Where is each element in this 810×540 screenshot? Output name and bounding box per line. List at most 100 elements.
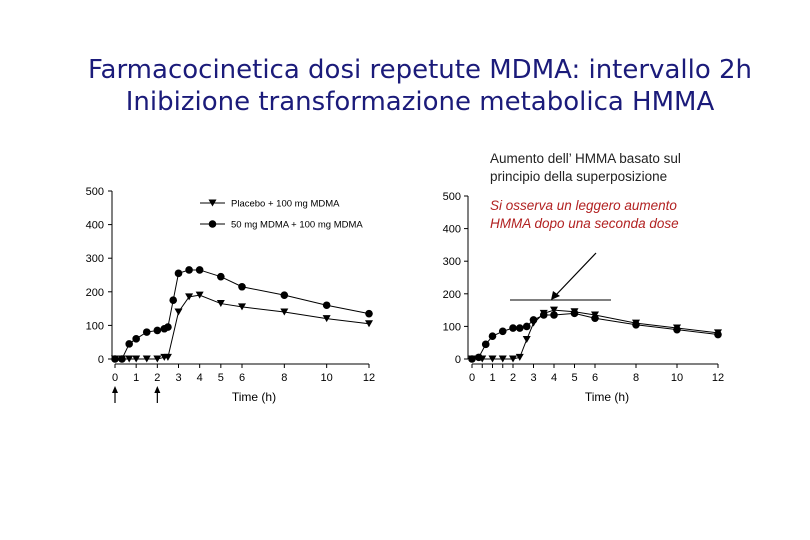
x-tick-label: 8 [633,372,639,384]
data-point [539,311,548,319]
data-point [132,355,141,363]
data-point [322,315,331,323]
x-tick-label: 1 [489,372,495,384]
data-point [195,291,204,299]
x-tick-label: 3 [175,372,181,384]
dose-arrow-head-icon [154,386,161,393]
x-tick-label: 8 [281,372,287,384]
data-point [118,355,126,363]
y-tick-label: 300 [443,256,461,268]
x-tick-label: 5 [571,372,577,384]
data-point [238,282,246,291]
y-tick-label: 0 [455,354,461,366]
series-circle [468,309,722,363]
data-point [185,266,193,274]
x-tick-label: 0 [469,372,475,384]
series-line [471,312,719,360]
y-tick-label: 0 [98,354,104,366]
y-tick-label: 500 [86,186,104,198]
data-point [280,291,289,299]
superposition-note-line1: Aumento dell’ HMMA basato sul [490,151,681,166]
dose-arrow-head-icon [112,386,118,393]
data-point [550,306,558,314]
legend: Placebo + 100 mg MDMA 50 mg MDMA + 100 mg… [200,199,363,231]
data-point [673,325,681,334]
y-tick-label: 200 [86,287,104,299]
data-point [498,355,507,363]
data-point [474,353,483,362]
data-point [509,355,517,363]
data-point [153,326,162,335]
data-point [125,355,134,363]
data-point [174,269,183,278]
data-point [238,303,246,311]
x-tick-label: 10 [321,372,333,384]
data-point [488,355,497,363]
data-point [488,332,497,340]
data-point [522,322,531,331]
data-point [515,324,524,332]
data-point [174,308,183,316]
data-point [132,335,140,343]
superposition-note: Aumento dell’ HMMA basato sul principio … [490,150,681,186]
x-tick-label: 1 [133,372,139,384]
x-tick-label: 3 [530,372,536,384]
x-tick-label: 6 [239,372,245,384]
data-point [163,353,172,361]
slide-title-line2: Inibizione transformazione metabolica HM… [125,87,715,117]
data-point [481,340,490,349]
legend-marker [208,199,217,207]
annotation-arrow-head-icon [551,291,560,300]
y-tick-label: 100 [86,320,104,332]
data-point [591,314,599,323]
series-circle [111,266,373,363]
y-tick-label: 400 [86,220,104,232]
data-point [322,301,331,310]
data-point [153,355,162,363]
x-tick-label: 12 [363,372,375,384]
data-point [195,266,204,274]
legend-label: Placebo + 100 mg MDMA [231,199,340,210]
second-dose-note-line2: HMMA dopo una seconda dose [490,216,679,231]
series-triangle [111,291,373,363]
data-point [515,353,524,361]
data-point [529,316,538,324]
slide-title-line1: Farmacocinetica dosi repetute MDMA: inte… [87,55,753,85]
data-point [365,309,373,318]
x-tick-label: 2 [154,372,160,384]
legend-marker [208,220,217,228]
y-tick-label: 500 [443,191,461,203]
data-point [111,355,119,363]
second-dose-note: Si osserva un leggero aumento HMMA dopo … [490,197,679,233]
superposition-note-line2: principio della superposizione [490,169,668,184]
x-tick-label: 4 [197,372,203,384]
data-point [468,355,476,363]
x-tick-label: 5 [218,372,224,384]
y-tick-label: 300 [86,253,104,265]
second-dose-note-line1: Si osserva un leggero aumento [490,198,677,213]
x-tick-label: 2 [510,372,516,384]
data-point [280,308,289,316]
x-tick-label: 6 [592,372,598,384]
data-point [365,320,373,328]
x-tick-label: 10 [671,372,683,384]
y-tick-label: 100 [443,321,461,333]
data-point [142,355,151,363]
y-tick-label: 400 [443,224,461,236]
data-point [522,335,531,343]
data-point [142,328,151,336]
x-axis-label: Time (h) [232,390,276,404]
data-point [632,320,640,329]
legend-label: 50 mg MDMA + 100 mg MDMA [231,220,363,231]
data-point [714,330,722,339]
x-tick-label: 12 [712,372,724,384]
data-point [570,309,579,318]
data-point [498,327,507,336]
annotation-arrow-icon [554,252,597,297]
data-point [550,311,558,319]
x-axis-label: Time (h) [585,390,629,404]
x-tick-label: 0 [112,372,118,384]
